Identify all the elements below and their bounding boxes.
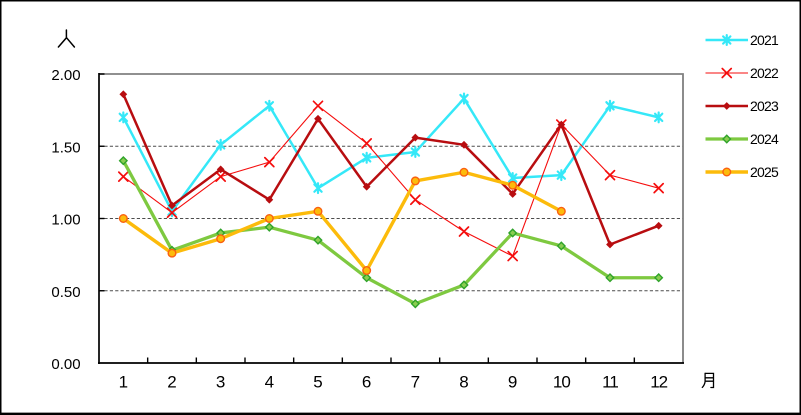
svg-text:1: 1 [119,373,128,392]
svg-text:2021: 2021 [750,32,779,48]
svg-text:3: 3 [216,373,225,392]
svg-text:8: 8 [459,373,468,392]
svg-text:2025: 2025 [750,164,779,180]
svg-text:1.50: 1.50 [51,139,80,156]
svg-text:2.00: 2.00 [51,67,80,84]
svg-text:4: 4 [265,373,274,392]
svg-text:1.00: 1.00 [51,212,80,229]
svg-text:0.50: 0.50 [51,284,80,301]
svg-text:6: 6 [362,373,371,392]
svg-text:0.00: 0.00 [51,356,80,373]
svg-text:9: 9 [508,373,517,392]
svg-text:12: 12 [650,373,667,392]
svg-text:2: 2 [167,373,176,392]
svg-text:10: 10 [553,373,570,392]
svg-text:5: 5 [313,373,322,392]
svg-text:2023: 2023 [750,98,779,114]
svg-text:2024: 2024 [750,131,779,147]
svg-text:2022: 2022 [750,65,779,81]
svg-text:7: 7 [411,373,420,392]
svg-text:11: 11 [602,373,618,392]
